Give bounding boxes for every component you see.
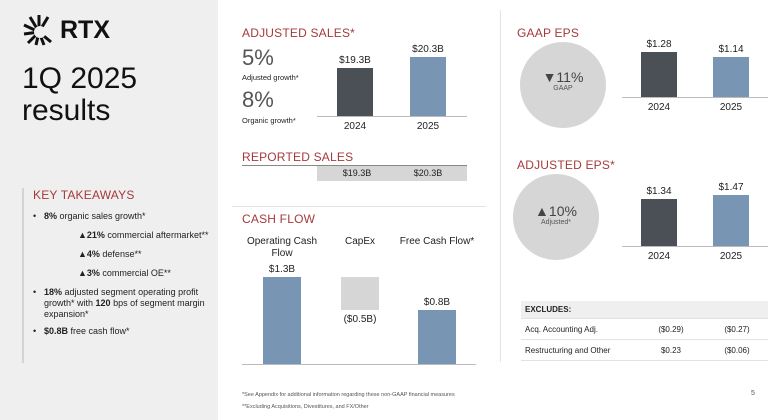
gaap-eps-bar-2024 [641, 52, 677, 97]
page-number: 5 [751, 390, 755, 397]
cash-flow-bar [418, 310, 456, 364]
adjusted-growth-stat: 5% [242, 45, 274, 70]
takeaway-item: • 18% adjusted segment operating profit g… [33, 287, 212, 320]
page-title: 1Q 2025 results [22, 63, 137, 127]
cash-flow-baseline [242, 364, 476, 365]
row-2024: ($0.29) [658, 325, 684, 334]
takeaway-bold: ▲3% [78, 268, 100, 278]
excludes-header: EXCLUDES: [521, 301, 768, 319]
adjusted-sales-bar-2024 [337, 67, 373, 116]
reported-sales-heading: REPORTED SALES [242, 150, 354, 164]
row-label: Restructuring and Other [525, 346, 611, 355]
bullet: • [33, 287, 37, 297]
takeaway-bold: 8% [44, 211, 58, 221]
adjusted-sales-heading: ADJUSTED SALES* [242, 26, 356, 40]
title-line2: results [22, 94, 111, 127]
organic-growth-stat: 8% [242, 87, 274, 112]
adjusted-eps-heading: ADJUSTED EPS* [517, 158, 615, 172]
row-2025: ($0.27) [724, 325, 750, 334]
takeaway-item: ▲3% commercial OE** [78, 268, 212, 279]
adjusted-sales-category-label: 2025 [416, 121, 440, 132]
adjusted-eps-bar-2024 [641, 199, 677, 246]
takeaway-item: ▲21% commercial aftermarket** [78, 230, 212, 241]
cash-flow-bar [341, 276, 379, 311]
adjusted-sales-baseline [317, 116, 467, 117]
takeaway-text: defense** [99, 249, 142, 259]
gaap-eps-value-label: $1.28 [646, 39, 672, 51]
cash-flow-value-label: $0.8B [423, 297, 451, 309]
cash-flow-category-label: Operating Cash Flow [246, 236, 318, 259]
takeaway-text: adjusted segment operating profit growth… [44, 287, 199, 308]
title-line1: 1Q 2025 [22, 62, 138, 95]
bullet: • [33, 326, 37, 336]
adjusted-eps-change: ▲10% [535, 203, 577, 219]
gaap-eps-category-label: 2024 [647, 102, 671, 113]
adjusted-eps-bar-2025 [713, 194, 749, 246]
takeaway-item: ▲4% defense** [78, 249, 212, 260]
adjusted-eps-baseline [622, 246, 768, 247]
takeaway-bold: $0.8B [44, 326, 69, 336]
adjusted-growth-label: Adjusted growth* [242, 73, 299, 82]
takeaway-item: • 8% organic sales growth* [33, 211, 212, 222]
cash-flow-bar [263, 276, 301, 364]
takeaway-bold: 18% [44, 287, 63, 297]
gaap-eps-change-badge: ▼11% GAAP [520, 42, 606, 128]
cash-flow-heading: CASH FLOW [242, 212, 316, 226]
adjusted-eps-change-label: Adjusted* [541, 219, 571, 226]
reported-sales-2025: $20.3B [413, 168, 443, 178]
takeaways-heading: KEY TAKEAWAYS [33, 188, 135, 202]
adjusted-sales-category-label: 2024 [343, 121, 367, 132]
left-panel [0, 0, 218, 420]
logo-text: RTX [60, 16, 110, 44]
takeaway-text: free cash flow* [68, 326, 130, 336]
footnote-2: **Excluding Acquisitions, Divestitures, … [242, 404, 369, 410]
row-2025: ($0.06) [724, 346, 750, 355]
cash-flow-value-label: ($0.5B) [343, 314, 377, 326]
excludes-row: Acq. Accounting Adj. ($0.29) ($0.27) [521, 319, 768, 340]
section-divider-v [500, 10, 501, 362]
takeaway-bold: ▲4% [78, 249, 100, 259]
adjusted-sales-value-label: $20.3B [412, 43, 444, 55]
adjusted-eps-change-badge: ▲10% Adjusted* [513, 174, 599, 260]
reported-sales-rule [242, 165, 467, 166]
adjusted-eps-category-label: 2025 [719, 251, 743, 262]
gaap-eps-change: ▼11% [542, 69, 584, 85]
gaap-eps-bar-2025 [713, 57, 749, 97]
adjusted-eps-value-label: $1.34 [646, 186, 672, 198]
reported-sales-box [317, 166, 467, 181]
adjusted-sales-value-label: $19.3B [339, 54, 371, 66]
rtx-logo: RTX [22, 12, 122, 46]
row-label: Acq. Accounting Adj. [525, 325, 598, 334]
takeaway-text: organic sales growth* [57, 211, 146, 221]
takeaway-bold: 120 [95, 298, 111, 308]
cash-flow-value-label: $1.3B [268, 263, 296, 275]
gaap-eps-heading: GAAP EPS [517, 26, 580, 40]
takeaway-text: commercial OE** [99, 268, 171, 278]
bullet: • [33, 211, 37, 221]
gaap-eps-category-label: 2025 [719, 102, 743, 113]
row-2024: $0.23 [660, 346, 682, 355]
adjusted-eps-value-label: $1.47 [718, 181, 744, 193]
cash-flow-category-label: Free Cash Flow* [399, 236, 475, 247]
section-divider-h [232, 206, 486, 207]
cash-flow-category-label: CapEx [344, 236, 375, 247]
key-takeaways: KEY TAKEAWAYS • 8% organic sales growth* ▲… [22, 188, 212, 363]
rtx-sunburst-icon [23, 15, 52, 46]
organic-growth-label: Organic growth* [242, 116, 296, 125]
reported-sales-2024: $19.3B [342, 168, 372, 178]
adjusted-sales-bar-2025 [410, 56, 446, 116]
gaap-eps-baseline [622, 97, 768, 98]
adjusted-eps-category-label: 2024 [647, 251, 671, 262]
excludes-row: Restructuring and Other $0.23 ($0.06) [521, 340, 768, 361]
takeaway-item: • $0.8B free cash flow* [33, 326, 212, 337]
takeaway-text: bps of segment margin expansion* [44, 298, 205, 319]
gaap-eps-change-label: GAAP [553, 85, 573, 92]
takeaway-bold: ▲21% [78, 230, 105, 240]
takeaway-text: commercial aftermarket** [104, 230, 209, 240]
excludes-heading: EXCLUDES: [525, 305, 572, 314]
footnote-1: *See Appendix for additional information… [242, 392, 455, 398]
gaap-eps-value-label: $1.14 [718, 44, 744, 56]
